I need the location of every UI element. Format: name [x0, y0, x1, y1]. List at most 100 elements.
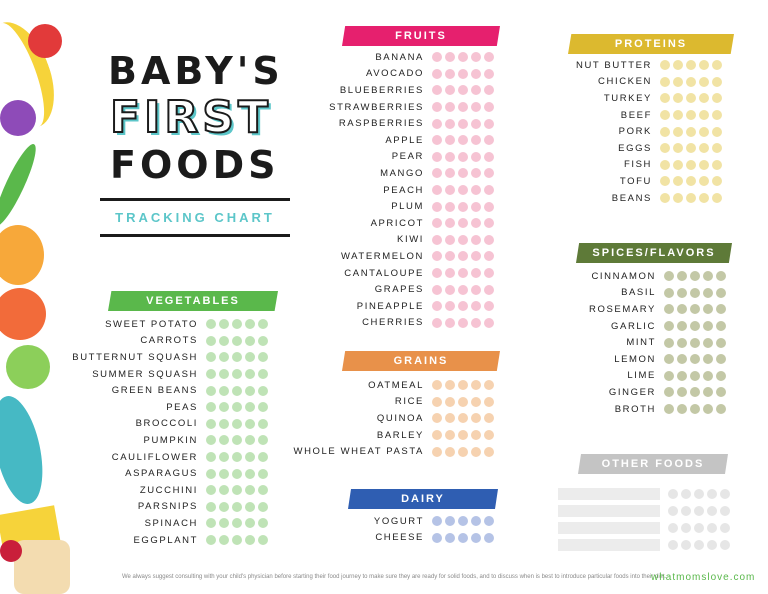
tracking-dot[interactable] — [673, 110, 683, 121]
tracking-dot[interactable] — [245, 435, 255, 446]
tracking-dot[interactable] — [458, 85, 468, 96]
tracking-dot[interactable] — [686, 143, 696, 154]
tracking-dot[interactable] — [673, 159, 683, 170]
tracking-dot[interactable] — [660, 126, 670, 137]
tracking-dot[interactable] — [432, 151, 442, 162]
tracking-dot[interactable] — [432, 68, 442, 79]
tracking-dot[interactable] — [686, 193, 696, 204]
tracking-dot[interactable] — [445, 52, 455, 63]
tracking-dot[interactable] — [686, 76, 696, 87]
tracking-dot[interactable] — [690, 337, 700, 348]
tracking-dot[interactable] — [673, 126, 683, 137]
tracking-dot[interactable] — [245, 501, 255, 512]
tracking-dot[interactable] — [232, 402, 242, 413]
tracking-dot[interactable] — [703, 404, 713, 415]
tracking-dot[interactable] — [445, 284, 455, 295]
tracking-dot[interactable] — [432, 251, 442, 262]
tracking-dot[interactable] — [219, 335, 229, 346]
other-food-blank[interactable] — [558, 505, 660, 517]
tracking-dot[interactable] — [432, 532, 442, 543]
tracking-dot[interactable] — [458, 396, 468, 407]
tracking-dot[interactable] — [677, 387, 687, 398]
tracking-dot[interactable] — [471, 268, 481, 279]
tracking-dot[interactable] — [716, 321, 726, 332]
tracking-dot[interactable] — [703, 321, 713, 332]
tracking-dot[interactable] — [458, 251, 468, 262]
tracking-dot[interactable] — [258, 535, 268, 546]
tracking-dot[interactable] — [445, 151, 455, 162]
tracking-dot[interactable] — [432, 268, 442, 279]
tracking-dot[interactable] — [690, 404, 700, 415]
tracking-dot[interactable] — [699, 76, 709, 87]
tracking-dot[interactable] — [458, 201, 468, 212]
tracking-dot[interactable] — [664, 287, 674, 298]
tracking-dot[interactable] — [484, 396, 494, 407]
tracking-dot[interactable] — [681, 489, 691, 499]
tracking-dot[interactable] — [432, 380, 442, 391]
tracking-dot[interactable] — [699, 143, 709, 154]
tracking-dot[interactable] — [673, 60, 683, 71]
tracking-dot[interactable] — [716, 387, 726, 398]
tracking-dot[interactable] — [458, 185, 468, 196]
tracking-dot[interactable] — [484, 185, 494, 196]
tracking-dot[interactable] — [716, 304, 726, 315]
tracking-dot[interactable] — [703, 287, 713, 298]
tracking-dot[interactable] — [432, 284, 442, 295]
tracking-dot[interactable] — [232, 319, 242, 330]
tracking-dot[interactable] — [445, 201, 455, 212]
tracking-dot[interactable] — [206, 518, 216, 529]
tracking-dot[interactable] — [432, 317, 442, 328]
tracking-dot[interactable] — [484, 446, 494, 457]
tracking-dot[interactable] — [484, 251, 494, 262]
tracking-dot[interactable] — [445, 317, 455, 328]
tracking-dot[interactable] — [660, 110, 670, 121]
tracking-dot[interactable] — [432, 185, 442, 196]
tracking-dot[interactable] — [681, 523, 691, 533]
tracking-dot[interactable] — [703, 354, 713, 365]
tracking-dot[interactable] — [458, 430, 468, 441]
tracking-dot[interactable] — [660, 60, 670, 71]
tracking-dot[interactable] — [219, 468, 229, 479]
tracking-dot[interactable] — [206, 352, 216, 363]
tracking-dot[interactable] — [206, 402, 216, 413]
tracking-dot[interactable] — [699, 126, 709, 137]
tracking-dot[interactable] — [258, 452, 268, 463]
tracking-dot[interactable] — [699, 60, 709, 71]
tracking-dot[interactable] — [432, 168, 442, 179]
tracking-dot[interactable] — [232, 335, 242, 346]
tracking-dot[interactable] — [681, 540, 691, 550]
tracking-dot[interactable] — [484, 380, 494, 391]
tracking-dot[interactable] — [716, 370, 726, 381]
tracking-dot[interactable] — [471, 380, 481, 391]
tracking-dot[interactable] — [471, 413, 481, 424]
tracking-dot[interactable] — [206, 468, 216, 479]
tracking-dot[interactable] — [686, 126, 696, 137]
tracking-dot[interactable] — [258, 485, 268, 496]
tracking-dot[interactable] — [677, 370, 687, 381]
tracking-dot[interactable] — [432, 52, 442, 63]
tracking-dot[interactable] — [232, 352, 242, 363]
other-food-blank[interactable] — [558, 522, 660, 534]
tracking-dot[interactable] — [703, 337, 713, 348]
tracking-dot[interactable] — [712, 159, 722, 170]
tracking-dot[interactable] — [484, 317, 494, 328]
tracking-dot[interactable] — [690, 304, 700, 315]
tracking-dot[interactable] — [219, 369, 229, 380]
tracking-dot[interactable] — [458, 380, 468, 391]
tracking-dot[interactable] — [484, 413, 494, 424]
tracking-dot[interactable] — [232, 369, 242, 380]
tracking-dot[interactable] — [484, 85, 494, 96]
tracking-dot[interactable] — [471, 532, 481, 543]
tracking-dot[interactable] — [484, 118, 494, 129]
tracking-dot[interactable] — [432, 85, 442, 96]
tracking-dot[interactable] — [677, 404, 687, 415]
tracking-dot[interactable] — [716, 287, 726, 298]
tracking-dot[interactable] — [445, 413, 455, 424]
tracking-dot[interactable] — [690, 321, 700, 332]
tracking-dot[interactable] — [232, 518, 242, 529]
tracking-dot[interactable] — [703, 271, 713, 282]
tracking-dot[interactable] — [484, 284, 494, 295]
tracking-dot[interactable] — [432, 102, 442, 113]
tracking-dot[interactable] — [471, 85, 481, 96]
tracking-dot[interactable] — [445, 516, 455, 527]
